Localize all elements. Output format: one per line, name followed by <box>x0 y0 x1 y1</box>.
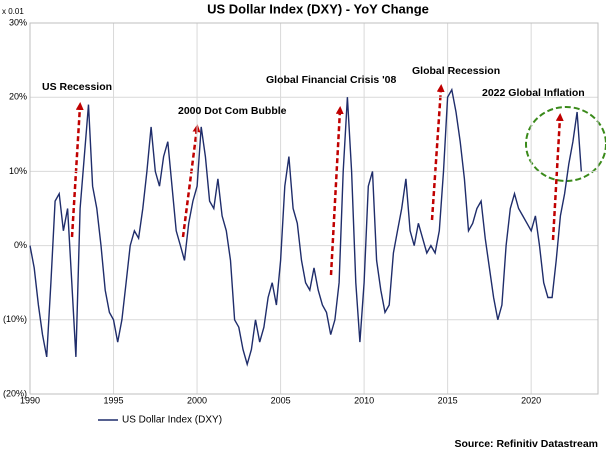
annotation: 2000 Dot Com Bubble <box>178 105 287 117</box>
x-tick-label: 2010 <box>354 395 374 405</box>
series-line <box>29 87 582 367</box>
y-tick-label: 0% <box>14 240 27 250</box>
y-tick-label: (20%) <box>3 388 27 398</box>
arrow <box>430 84 445 221</box>
x-tick-label: 2015 <box>438 395 458 405</box>
arrow <box>181 124 201 238</box>
plot-frame <box>29 22 599 395</box>
y-tick-label: (10%) <box>3 314 27 324</box>
x-tick-label: 1995 <box>104 395 124 405</box>
y-tick-label: 20% <box>9 92 27 102</box>
y-unit-label: x 0.01 <box>2 7 24 16</box>
y-tick-label: 30% <box>9 17 27 27</box>
highlight-circle <box>525 106 606 182</box>
legend-label: US Dollar Index (DXY) <box>122 415 222 426</box>
annotation: US Recession <box>42 81 112 93</box>
arrow <box>551 113 564 241</box>
arrow <box>329 106 344 276</box>
x-tick-label: 2000 <box>187 395 207 405</box>
y-tick-label: 10% <box>9 166 27 176</box>
chart-title: US Dollar Index (DXY) - YoY Change <box>207 1 429 16</box>
annotation: Global Recession <box>412 65 500 77</box>
x-tick-label: 2005 <box>271 395 291 405</box>
x-tick-label: 1990 <box>20 395 40 405</box>
x-tick-label: 2020 <box>521 395 541 405</box>
source: Source: Refinitiv Datastream <box>454 438 598 450</box>
annotation: Global Financial Crisis '08 <box>266 74 396 86</box>
annotation-arrows <box>70 84 606 276</box>
annotation: 2022 Global Inflation <box>482 87 585 99</box>
